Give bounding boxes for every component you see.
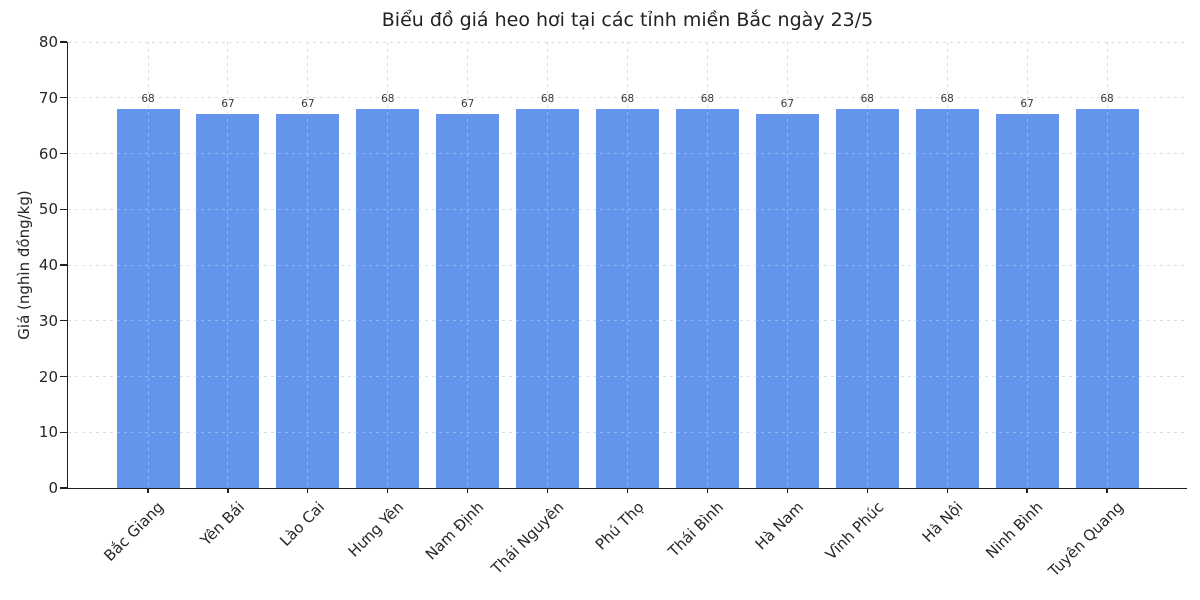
x-tick-label: Phú Thọ	[591, 498, 648, 554]
x-tick-mark	[786, 488, 788, 493]
bar-value-label: 68	[141, 92, 155, 105]
x-tick-label: Thái Bình	[664, 498, 728, 561]
x-tick-mark	[387, 488, 389, 493]
x-tick-label: Lào Cai	[275, 498, 328, 550]
y-tick-mark	[60, 431, 67, 433]
v-gridline-overlay	[227, 42, 229, 488]
y-tick-mark	[60, 152, 67, 155]
h-gridline-overlay	[68, 264, 1187, 266]
x-tick-label: Hà Nội	[918, 498, 967, 546]
bar	[196, 114, 260, 488]
bar-value-label: 68	[1100, 92, 1114, 105]
bar-value-label: 68	[860, 92, 874, 105]
y-tick-label: 40	[38, 256, 58, 274]
y-tick-label: 80	[38, 33, 58, 51]
h-gridline-overlay	[68, 320, 1187, 322]
bar	[116, 108, 180, 488]
bar	[835, 108, 899, 488]
x-tick-mark	[1106, 488, 1108, 493]
v-gridline-overlay	[1026, 42, 1028, 488]
y-tick-label: 50	[38, 200, 58, 219]
v-gridline-overlay	[147, 42, 149, 488]
y-tick-label: 30	[38, 311, 58, 330]
bar-value-label: 67	[780, 98, 795, 111]
bar	[516, 108, 580, 488]
bar-value-label: 68	[940, 92, 954, 105]
x-tick-label: Tuyên Quang	[1044, 498, 1127, 581]
y-tick-mark	[60, 487, 67, 489]
bar	[356, 108, 420, 488]
v-gridline-overlay	[387, 42, 389, 488]
x-tick-mark	[946, 488, 948, 493]
y-tick-mark	[60, 375, 67, 378]
chart-title: Biểu đồ giá heo hơi tại các tỉnh miền Bắ…	[381, 9, 874, 31]
plot-area: 68 67 67 68 67 68 68 68 67 68 68 67 68	[60, 41, 1187, 493]
bar-value-label: 67	[301, 98, 315, 111]
bar-value-label: 68	[620, 92, 635, 105]
y-tick-mark	[60, 41, 67, 43]
y-tick-label: 10	[38, 423, 58, 442]
x-tick-label: Nam Định	[421, 498, 488, 564]
bar	[596, 108, 659, 488]
h-gridline-overlay	[68, 431, 1187, 433]
bar-value-label: 67	[1020, 98, 1034, 111]
x-tick-mark	[307, 488, 309, 493]
v-gridline-overlay	[307, 42, 309, 488]
h-gridline-overlay	[68, 376, 1187, 377]
x-tick-label: Bắc Giang	[100, 498, 168, 565]
y-tick-label: 20	[38, 367, 58, 386]
bar-value-label: 68	[540, 92, 555, 105]
bar	[1075, 108, 1139, 488]
x-tick-mark	[546, 488, 549, 493]
bar-value-label: 68	[700, 92, 715, 105]
bar-value-label: 68	[381, 92, 395, 105]
v-gridline-overlay	[706, 42, 708, 488]
x-tick-label: Hưng Yên	[344, 498, 408, 561]
y-axis-spine	[66, 42, 68, 488]
bar	[995, 114, 1059, 488]
x-tick-mark	[706, 488, 709, 493]
x-tick-mark	[626, 488, 629, 493]
h-gridline-overlay	[68, 97, 1187, 99]
y-tick-label: 60	[38, 144, 58, 163]
bar-value-label: 67	[460, 98, 475, 111]
x-tick-label: Yên Bái	[196, 498, 248, 550]
v-gridline-overlay	[946, 42, 948, 488]
y-tick-mark	[60, 264, 67, 266]
y-tick-mark	[60, 97, 67, 99]
v-gridline-overlay	[467, 42, 469, 488]
y-tick-mark	[60, 208, 67, 210]
v-gridline-overlay	[1106, 42, 1108, 488]
h-gridline-overlay	[68, 153, 1187, 154]
v-gridline-overlay	[786, 42, 788, 488]
bar	[675, 108, 739, 488]
bar	[276, 114, 340, 488]
x-tick-label: Thái Nguyên	[487, 498, 568, 578]
v-gridline-overlay	[627, 42, 628, 488]
y-tick-label: 0	[48, 479, 58, 497]
x-tick-mark	[147, 488, 149, 493]
x-tick-label: Vĩnh Phúc	[821, 498, 887, 564]
x-tick-mark	[866, 488, 868, 493]
y-tick-mark	[60, 320, 67, 322]
y-tick-label: 70	[38, 88, 58, 107]
bar	[755, 114, 819, 488]
v-gridline-overlay	[547, 42, 549, 488]
bar-value-label: 67	[221, 98, 235, 111]
bar	[436, 114, 500, 488]
x-tick-mark	[467, 488, 469, 493]
h-gridline-overlay	[68, 41, 1187, 43]
x-tick-mark	[1026, 488, 1028, 493]
v-gridline-overlay	[866, 42, 868, 488]
h-gridline-overlay	[68, 208, 1187, 210]
x-tick-mark	[227, 488, 229, 493]
x-tick-label: Ninh Bình	[982, 498, 1047, 563]
bar	[915, 108, 979, 488]
x-tick-label: Hà Nam	[751, 498, 808, 554]
